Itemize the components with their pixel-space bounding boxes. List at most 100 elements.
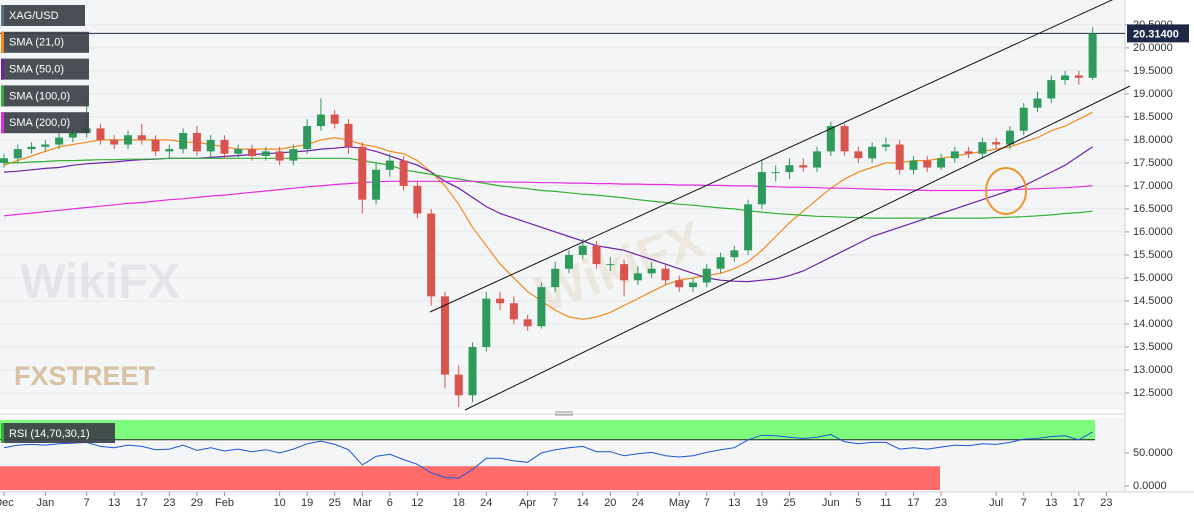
candle-body bbox=[523, 319, 532, 327]
y-tick-label: 19.5000 bbox=[1133, 65, 1173, 77]
x-tick-label: 7 bbox=[1021, 497, 1027, 509]
sma-line bbox=[3, 180, 1093, 217]
candle-body bbox=[1019, 107, 1028, 131]
candle-body bbox=[385, 160, 394, 170]
candle-body bbox=[1074, 75, 1083, 78]
x-tick-label: Dec bbox=[0, 497, 14, 509]
x-tick-label: 19 bbox=[301, 497, 313, 509]
candle-body bbox=[13, 149, 22, 159]
x-tick-label: 29 bbox=[191, 497, 203, 509]
highlight-circle bbox=[985, 167, 1027, 215]
x-tick-label: Jan bbox=[36, 497, 54, 509]
legend-swatch bbox=[1, 58, 4, 80]
x-tick-label: 25 bbox=[783, 497, 795, 509]
y-tick-label: 50.0000 bbox=[1133, 447, 1173, 459]
candle-body bbox=[1033, 98, 1042, 108]
candle-body bbox=[275, 151, 284, 161]
candle-body bbox=[41, 144, 50, 147]
y-tick-label: 13.0000 bbox=[1133, 364, 1173, 376]
x-tick-label: May bbox=[669, 497, 690, 509]
overbought-zone bbox=[0, 420, 1095, 440]
candle-body bbox=[124, 135, 133, 145]
candle-body bbox=[661, 268, 670, 281]
candle-body bbox=[564, 254, 573, 269]
y-tick-label: 19.0000 bbox=[1133, 88, 1173, 100]
legend-label: RSI (14,70,30,1) bbox=[9, 428, 90, 440]
candle-body bbox=[578, 245, 587, 255]
candle-body bbox=[1047, 80, 1056, 99]
legend-swatch bbox=[1, 5, 4, 26]
candle-body bbox=[964, 151, 973, 154]
candle-body bbox=[771, 172, 780, 174]
y-tick-label: 16.5000 bbox=[1133, 203, 1173, 215]
candle-body bbox=[509, 303, 518, 320]
candle-body bbox=[551, 268, 560, 288]
x-tick-label: 23 bbox=[163, 497, 175, 509]
oversold-zone bbox=[0, 466, 940, 490]
legend-box bbox=[1, 58, 89, 80]
candle-body bbox=[1088, 33, 1097, 78]
candle-body bbox=[427, 213, 436, 297]
x-tick-label: 23 bbox=[935, 497, 947, 509]
x-tick-label: 7 bbox=[704, 497, 710, 509]
watermark: FXSTREET bbox=[14, 361, 156, 391]
candle-body bbox=[96, 128, 105, 140]
y-tick-label: 15.5000 bbox=[1133, 249, 1173, 261]
candle-body bbox=[206, 139, 215, 152]
legend-label: XAG/USD bbox=[9, 10, 59, 22]
y-tick-label: 17.0000 bbox=[1133, 180, 1173, 192]
candle-body bbox=[757, 172, 766, 205]
candle-body bbox=[840, 126, 849, 152]
last-price-label: 20.31400 bbox=[1133, 28, 1179, 40]
x-tick-label: 20 bbox=[604, 497, 616, 509]
candle-body bbox=[440, 296, 449, 375]
x-tick-label: 5 bbox=[855, 497, 861, 509]
x-tick-label: 13 bbox=[728, 497, 740, 509]
legend-box bbox=[1, 85, 89, 107]
x-tick-label: Jun bbox=[822, 497, 840, 509]
candle-body bbox=[413, 185, 422, 214]
divider-handle[interactable] bbox=[555, 411, 573, 416]
candle-body bbox=[358, 146, 367, 200]
candle-body bbox=[27, 146, 36, 150]
candle-body bbox=[675, 280, 684, 288]
candle-body bbox=[881, 144, 890, 147]
x-tick-label: 7 bbox=[552, 497, 558, 509]
candle-body bbox=[950, 151, 959, 159]
candle-body bbox=[261, 151, 270, 156]
x-tick-label: 25 bbox=[329, 497, 341, 509]
candle-body bbox=[620, 264, 629, 281]
last-price-box bbox=[1127, 24, 1189, 43]
candle-body bbox=[68, 132, 77, 138]
legend-label: SMA (100,0) bbox=[9, 90, 70, 102]
candle-body bbox=[179, 132, 188, 150]
y-tick-label: 13.5000 bbox=[1133, 341, 1173, 353]
candle-body bbox=[289, 149, 298, 161]
y-tick-label: 20.0000 bbox=[1133, 42, 1173, 54]
candle-body bbox=[454, 374, 463, 396]
x-tick-label: 13 bbox=[1045, 497, 1057, 509]
candle-body bbox=[592, 245, 601, 265]
watermark: WikiFX bbox=[20, 256, 180, 309]
x-tick-label: 19 bbox=[756, 497, 768, 509]
candle-body bbox=[234, 149, 243, 154]
y-tick-label: 17.5000 bbox=[1133, 157, 1173, 169]
candle-body bbox=[937, 158, 946, 168]
candle-body bbox=[730, 250, 739, 258]
y-tick-label: 18.5000 bbox=[1133, 111, 1173, 123]
candle-body bbox=[344, 123, 353, 147]
candle-body bbox=[137, 135, 146, 140]
candle-body bbox=[744, 204, 753, 251]
candle-body bbox=[248, 149, 257, 156]
x-tick-label: 6 bbox=[387, 497, 393, 509]
candle-body bbox=[992, 142, 1001, 145]
y-tick-label: 14.5000 bbox=[1133, 295, 1173, 307]
legend-box bbox=[1, 5, 85, 26]
y-tick-label: 12.5000 bbox=[1133, 387, 1173, 399]
legend-label: SMA (21,0) bbox=[9, 37, 64, 49]
candle-body bbox=[868, 146, 877, 159]
legend-swatch bbox=[1, 423, 4, 443]
y-tick-label: 15.0000 bbox=[1133, 272, 1173, 284]
candle-body bbox=[192, 132, 201, 152]
legend-swatch bbox=[1, 112, 4, 134]
